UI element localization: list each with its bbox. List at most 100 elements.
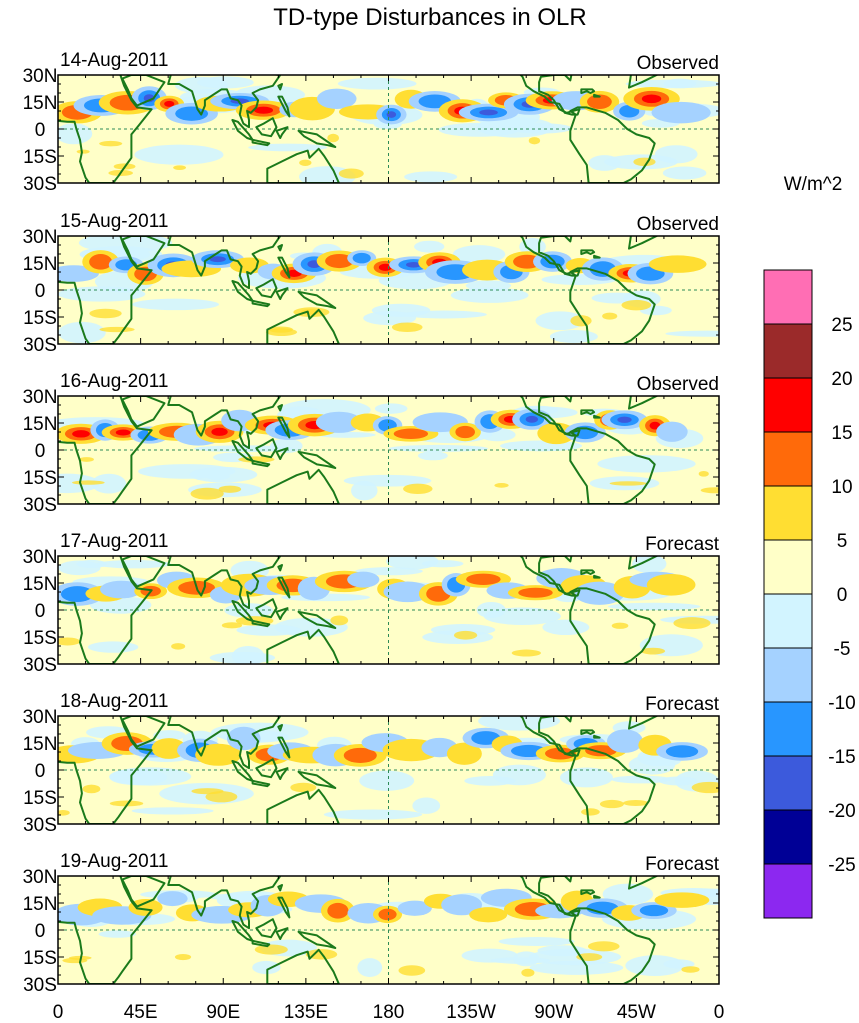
longitude-label: 0 xyxy=(714,1002,725,1023)
coastline xyxy=(580,729,596,735)
longitude-axis: 0 45E 90E 135E 180 135W 90W 45W 0 xyxy=(53,1002,725,1023)
coastline xyxy=(628,716,659,730)
positive-anomaly xyxy=(128,899,163,916)
anomaly-patch xyxy=(478,716,560,731)
anomaly-patch xyxy=(665,330,719,337)
positive-anomaly xyxy=(455,425,475,439)
positive-anomaly xyxy=(164,100,175,107)
negative-anomaly xyxy=(316,88,357,109)
negative-anomaly xyxy=(441,894,483,916)
latitude-label: 15N xyxy=(23,734,58,755)
negative-anomaly xyxy=(617,416,632,423)
coastline xyxy=(569,267,656,344)
coastline xyxy=(297,538,317,552)
anomaly-patch xyxy=(535,311,585,331)
anomaly-patch xyxy=(609,481,647,486)
anomaly-patch xyxy=(494,483,509,488)
coastline xyxy=(569,427,656,504)
colorbar-swatch xyxy=(763,809,813,865)
colorbar-label: 20 xyxy=(831,369,852,390)
coastline xyxy=(277,564,283,572)
coastline xyxy=(58,876,153,984)
longitude-label: 135W xyxy=(446,1002,496,1023)
coastline xyxy=(266,628,340,664)
negative-anomaly xyxy=(651,101,711,124)
colorbar-swatch xyxy=(763,539,813,595)
negative-anomaly xyxy=(665,745,699,758)
coastline xyxy=(167,876,282,930)
latitude-label: 30N xyxy=(23,867,58,888)
anomaly-patch xyxy=(587,941,620,952)
coastline xyxy=(297,57,317,71)
latitude-label: 15S xyxy=(23,147,57,168)
anomaly-patch xyxy=(205,791,238,803)
anomaly-patch xyxy=(560,767,613,788)
latitude-label: 15N xyxy=(23,574,58,595)
anomaly-patch xyxy=(190,487,224,500)
coastline xyxy=(569,587,656,664)
anomaly-patch xyxy=(131,807,214,815)
anomaly-patch xyxy=(82,784,101,794)
anomaly-patch xyxy=(549,329,598,344)
longitude-label: 180 xyxy=(373,1002,405,1023)
coastline xyxy=(58,75,153,183)
colorbar-swatch xyxy=(763,431,813,487)
coastline xyxy=(519,396,581,437)
coastline xyxy=(275,126,289,139)
latitude-label: 0 xyxy=(35,601,46,622)
latitude-label: 30S xyxy=(23,174,57,195)
anomaly-patch xyxy=(327,133,339,143)
anomaly-patch xyxy=(109,800,144,807)
coastline xyxy=(255,758,278,779)
anomaly-patch xyxy=(611,775,671,784)
coastline xyxy=(628,396,659,410)
anomaly-patch xyxy=(602,883,654,905)
coastline xyxy=(297,930,337,949)
coastline xyxy=(519,236,581,277)
latitude-label: 30S xyxy=(23,335,57,356)
coastline xyxy=(251,939,271,948)
colorbar-label: 15 xyxy=(831,423,852,444)
coastline xyxy=(167,75,282,129)
coastline xyxy=(593,574,601,579)
positive-anomaly xyxy=(469,907,508,923)
anomaly-patch xyxy=(62,957,88,964)
anomaly-patch xyxy=(698,470,709,477)
anomaly-patch xyxy=(171,643,186,650)
coastline xyxy=(167,236,282,290)
coastline xyxy=(628,556,659,570)
negative-anomaly xyxy=(606,729,643,753)
anomaly-patch xyxy=(98,930,137,938)
panel-date: 18-Aug-2011 xyxy=(60,691,168,712)
positive-anomaly xyxy=(446,742,482,765)
panel-date: 14-Aug-2011 xyxy=(60,50,168,71)
negative-anomaly xyxy=(60,586,94,602)
panel-date: 16-Aug-2011 xyxy=(60,371,168,392)
anomaly-patch xyxy=(109,769,168,786)
map-panel: 30N 15N 0 15S 30S 17-Aug-2011 Forecast xyxy=(23,531,720,676)
anomaly-patch xyxy=(588,155,621,171)
latitude-label: 30N xyxy=(23,387,58,408)
positive-anomaly xyxy=(646,573,696,596)
anomaly-patch xyxy=(173,165,186,170)
positive-anomaly xyxy=(211,427,228,436)
latitude-label: 30N xyxy=(23,227,58,248)
colorbar: W/m^2 25 20 15 10 5 0 -5 -10 -15 -20 -25 xyxy=(763,174,856,919)
longitude-label: 45W xyxy=(617,1002,656,1023)
anomaly-patch xyxy=(450,287,529,303)
panel-date: 17-Aug-2011 xyxy=(60,531,168,552)
coastline xyxy=(275,927,289,940)
panel-type: Observed xyxy=(637,214,719,235)
anomaly-patch xyxy=(388,444,489,452)
anomaly-patch xyxy=(265,328,298,337)
anomaly-patch xyxy=(581,808,600,816)
colorbar-label: 0 xyxy=(837,585,848,606)
coastline xyxy=(580,88,596,94)
coastline xyxy=(255,918,278,939)
anomaly-patch xyxy=(417,451,448,461)
coastline xyxy=(277,896,291,919)
coastline xyxy=(580,569,596,575)
coastline xyxy=(593,414,601,419)
longitude-label: 135E xyxy=(284,1002,328,1023)
